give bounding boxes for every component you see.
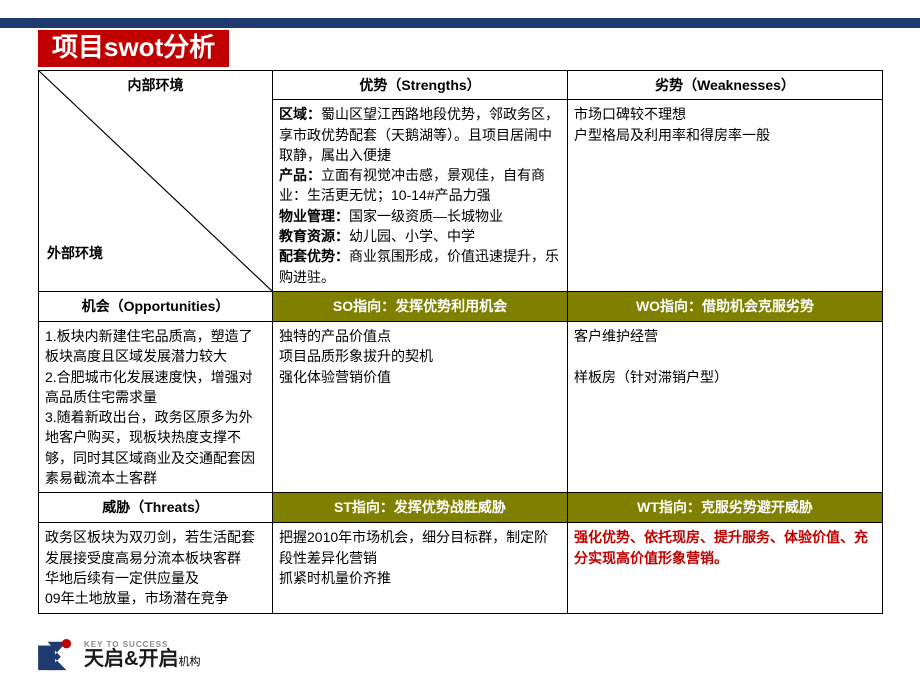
weaknesses-header: 劣势（Weaknesses） xyxy=(568,71,883,100)
st-cell: 把握2010年市场机会，细分目标群，制定阶段性差异化营销抓紧时机量价齐推 xyxy=(273,523,568,613)
st-header: ST指向：发挥优势战胜威胁 xyxy=(273,493,568,523)
strengths-header: 优势（Strengths） xyxy=(273,71,568,100)
wt-cell: 强化优势、依托现房、提升服务、体验价值、充分实现高价值形象营销。 xyxy=(568,523,883,613)
top-stripe xyxy=(0,18,920,28)
threats-header: 威胁（Threats） xyxy=(39,493,273,523)
logo-text: KEY TO SUCCESS 天启&开启机构 xyxy=(84,641,200,669)
opportunities-header: 机会（Opportunities） xyxy=(39,291,273,321)
internal-env-label: 内部环境 xyxy=(39,75,272,95)
wt-header: WT指向：克服劣势避开威胁 xyxy=(568,493,883,523)
footer-logo: KEY TO SUCCESS 天启&开启机构 xyxy=(38,638,200,672)
opportunities-cell: 1.板块内新建住宅品质高，塑造了板块高度且区域发展潜力较大2.合肥城市化发展速度… xyxy=(39,321,273,492)
diagonal-header-cell: 内部环境 外部环境 xyxy=(39,71,273,292)
wt-emphasis: 强化优势、依托现房、提升服务、体验价值、充分实现高价值形象营销。 xyxy=(574,529,868,565)
so-header: SO指向：发挥优势利用机会 xyxy=(273,291,568,321)
wo-header: WO指向：借助机会克服劣势 xyxy=(568,291,883,321)
swot-table: 内部环境 外部环境 优势（Strengths） 劣势（Weaknesses） 区… xyxy=(38,70,883,614)
so-cell: 独特的产品价值点项目品质形象拔升的契机强化体验营销价值 xyxy=(273,321,568,492)
external-env-label: 外部环境 xyxy=(47,243,103,263)
weaknesses-cell: 市场口碑较不理想户型格局及利用率和得房率一般 xyxy=(568,100,883,292)
threats-cell: 政务区板块为双刃剑，若生活配套发展接受度高易分流本板块客群华地后续有一定供应量及… xyxy=(39,523,273,613)
logo-main-text: 天启&开启 xyxy=(84,648,178,670)
logo-mark-icon xyxy=(38,638,76,672)
wo-cell: 客户维护经营 样板房（针对滞销户型） xyxy=(568,321,883,492)
logo-sub-text: 机构 xyxy=(178,656,200,668)
strengths-cell: 区域：蜀山区望江西路地段优势，邻政务区，享市政优势配套（天鹅湖等）。且项目居闹中… xyxy=(273,100,568,292)
slide-title: 项目swot分析 xyxy=(38,30,229,67)
